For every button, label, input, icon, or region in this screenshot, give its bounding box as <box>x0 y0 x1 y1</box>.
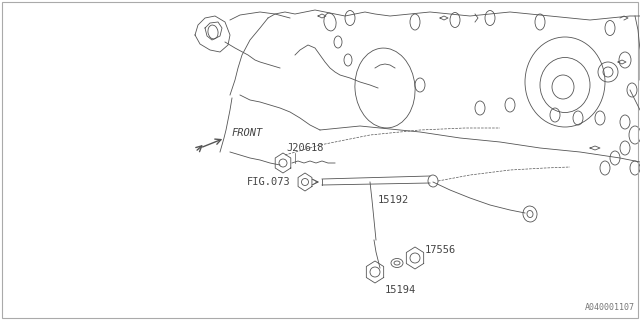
Text: FIG.073: FIG.073 <box>247 177 291 187</box>
Text: A040001107: A040001107 <box>585 303 635 312</box>
Ellipse shape <box>523 206 537 222</box>
Ellipse shape <box>428 175 438 187</box>
Text: FRONT: FRONT <box>232 128 263 138</box>
Text: 17556: 17556 <box>425 245 456 255</box>
Text: 15192: 15192 <box>378 195 409 205</box>
Text: J20618: J20618 <box>286 143 323 153</box>
Text: 15194: 15194 <box>385 285 416 295</box>
